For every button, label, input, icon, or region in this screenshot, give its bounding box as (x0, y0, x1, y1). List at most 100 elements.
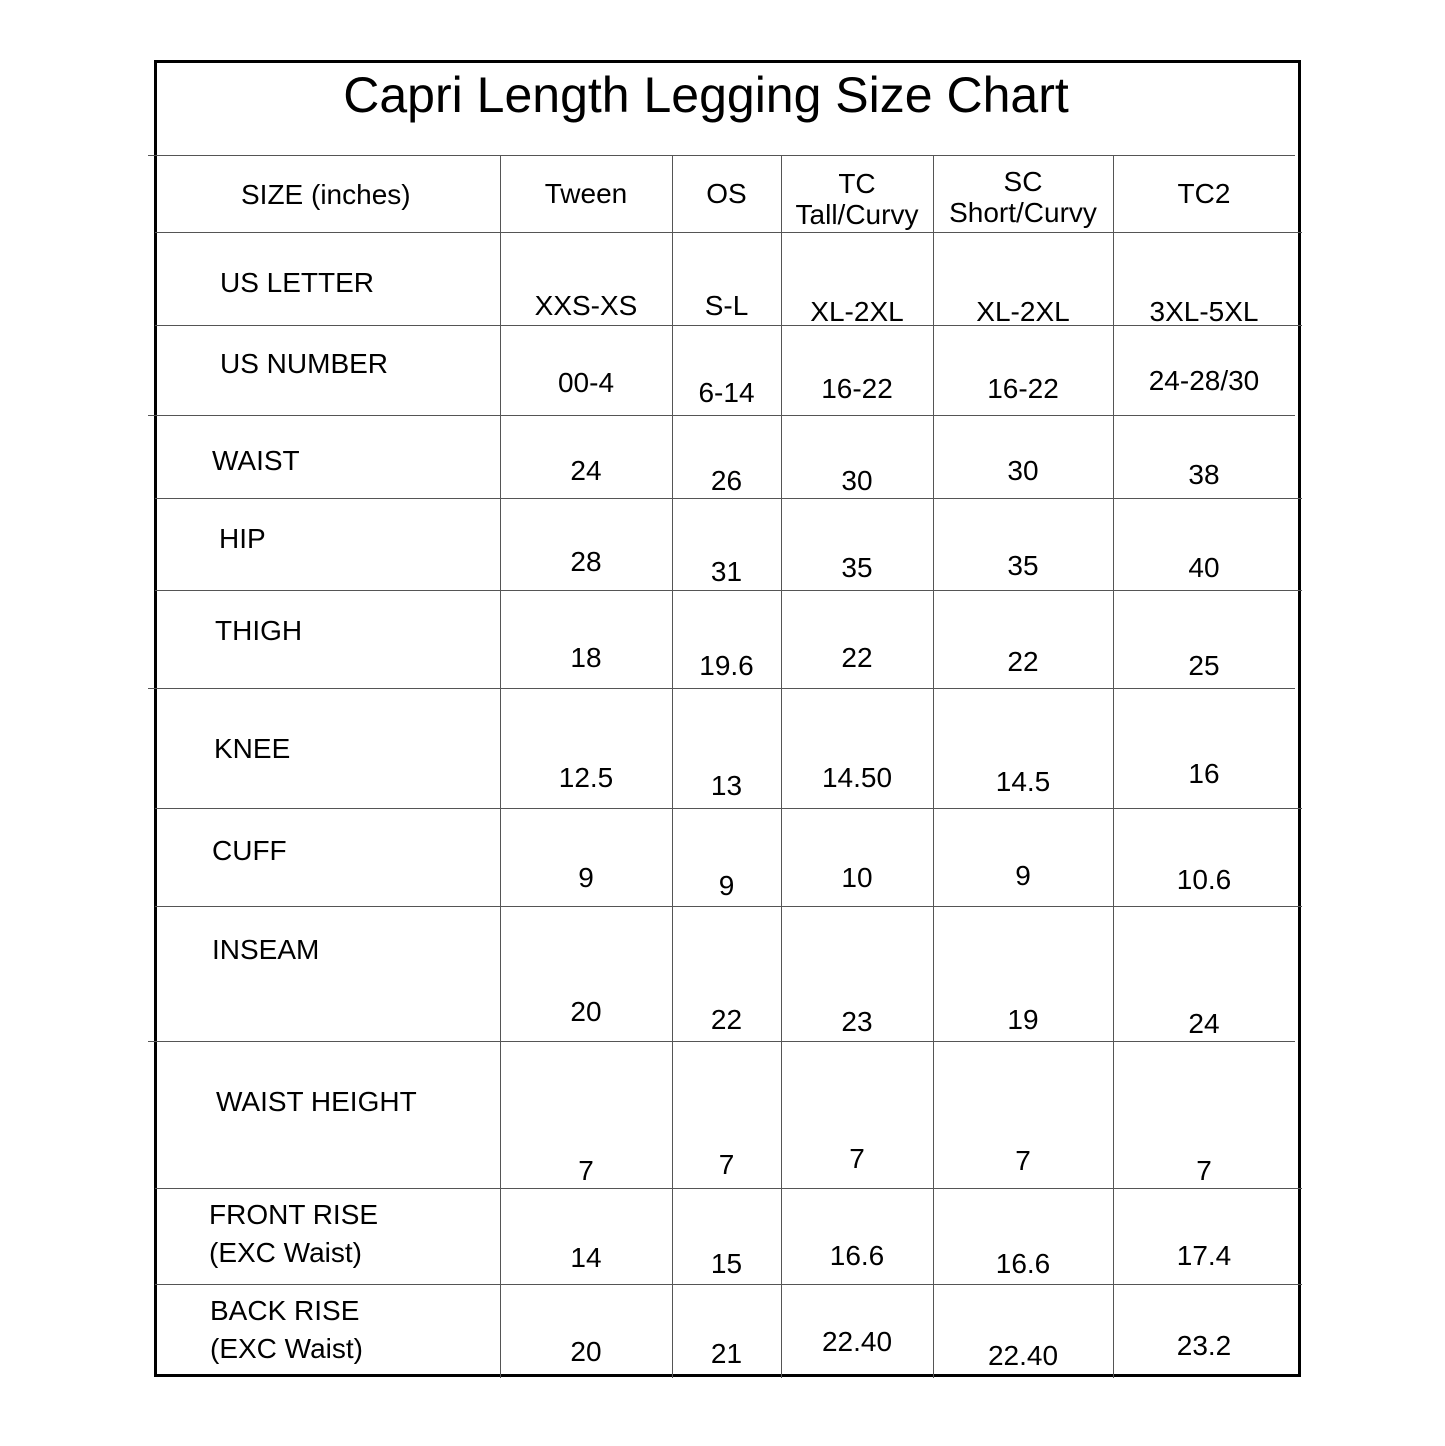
row-label: KNEE (214, 730, 290, 768)
table-cell: 30 (841, 465, 873, 496)
table-cell: XL-2XL (976, 296, 1070, 327)
row-divider (155, 325, 1302, 326)
column-header-line: OS (706, 178, 747, 209)
table-cell: XXS-XS (534, 290, 638, 321)
column-divider (1113, 155, 1114, 1378)
table-cell: 12.5 (558, 762, 614, 793)
row-label-line: US NUMBER (220, 348, 389, 379)
table-cell: 38 (1188, 459, 1220, 490)
table-cell: 14.50 (821, 762, 893, 793)
table-cell: 23 (841, 1006, 873, 1037)
table-cell: 00-4 (557, 367, 615, 398)
row-divider (155, 498, 1302, 499)
table-cell: 9 (578, 862, 594, 893)
row-label-line: INSEAM (212, 934, 320, 965)
row-label: US NUMBER (220, 345, 388, 383)
table-cell: 16 (1188, 758, 1220, 789)
table-cell: 30 (1007, 455, 1039, 486)
row-label: US LETTER (220, 264, 374, 302)
table-cell: 7 (578, 1155, 594, 1186)
table-cell: 24 (570, 455, 602, 486)
table-cell: 28 (570, 546, 602, 577)
column-divider (933, 155, 934, 1378)
column-header-line: TC (838, 168, 876, 199)
row-divider (155, 906, 1302, 907)
column-divider (500, 155, 501, 1378)
table-cell: 3XL-5XL (1149, 296, 1259, 327)
table-cell: 35 (1007, 550, 1039, 581)
row-divider (155, 1188, 1302, 1189)
table-cell: 7 (1196, 1155, 1212, 1186)
column-header-line: SC (1003, 166, 1043, 197)
column-header: TC Tall/Curvy (781, 168, 933, 230)
row-label-line: THIGH (215, 615, 303, 646)
table-cell: 20 (570, 996, 602, 1027)
row-divider (148, 415, 1295, 416)
table-cell: 17.4 (1176, 1240, 1232, 1271)
table-cell: 31 (710, 556, 743, 587)
row-label-line: WAIST HEIGHT (216, 1086, 417, 1117)
row-label-line: (EXC Waist) (210, 1333, 363, 1364)
table-cell: 16.6 (995, 1248, 1051, 1279)
table-cell: 16.6 (829, 1240, 885, 1271)
table-cell: 21 (710, 1338, 743, 1369)
table-cell: 25 (1188, 650, 1220, 681)
table-cell: 22 (1007, 646, 1039, 677)
row-label: THIGH (215, 612, 302, 650)
row-label: WAIST HEIGHT (216, 1083, 417, 1121)
table-cell: 9 (718, 870, 735, 901)
row-label-line: US LETTER (220, 267, 375, 298)
row-label: FRONT RISE (EXC Waist) (209, 1196, 378, 1272)
column-header: Tween (500, 178, 672, 209)
table-cell: 14 (570, 1242, 602, 1273)
table-cell: 35 (841, 552, 873, 583)
table-cell: 7 (849, 1143, 865, 1174)
table-cell: 22.40 (987, 1340, 1059, 1371)
row-label: WAIST (212, 442, 300, 480)
column-header: TC2 (1113, 178, 1295, 209)
row-divider (148, 688, 1295, 689)
row-label-line: WAIST (212, 445, 300, 476)
table-cell: 23.2 (1176, 1330, 1232, 1361)
page-title: Capri Length Legging Size Chart (343, 67, 1069, 123)
table-cell: 24 (1188, 1008, 1220, 1039)
row-label: HIP (219, 520, 266, 558)
column-header-line: Tween (544, 178, 628, 209)
row-divider (155, 1284, 1302, 1285)
row-divider (155, 808, 1302, 809)
column-header: OS (672, 178, 781, 209)
table-cell: 10 (841, 862, 873, 893)
row-label-line: CUFF (212, 835, 287, 866)
column-header-line: Short/Curvy (949, 197, 1097, 228)
size-chart-border (154, 60, 1301, 1377)
row-label-line: FRONT RISE (209, 1199, 379, 1230)
table-cell: S-L (704, 290, 749, 321)
column-divider (672, 155, 673, 1378)
table-cell: 19.6 (699, 650, 754, 681)
row-divider (155, 590, 1302, 591)
row-label-line: HIP (219, 523, 266, 554)
table-cell: 16-22 (987, 373, 1059, 404)
row-label: INSEAM (212, 931, 319, 969)
table-cell: 18 (570, 642, 602, 673)
table-cell: 26 (710, 465, 743, 496)
table-cell: 22 (710, 1004, 743, 1035)
row-divider (148, 1041, 1295, 1042)
row-label-line: KNEE (214, 733, 291, 764)
column-header-line: TC2 (1177, 178, 1231, 209)
table-cell: 22 (841, 642, 873, 673)
table-cell: 24-28/30 (1148, 365, 1260, 396)
table-cell: 6-14 (698, 377, 755, 408)
column-header-line: Tall/Curvy (795, 199, 919, 230)
table-cell: 40 (1188, 552, 1220, 583)
table-cell: 7 (718, 1149, 735, 1180)
column-header: SC Short/Curvy (933, 166, 1113, 228)
row-label: CUFF (212, 832, 287, 870)
row-label: BACK RISE (EXC Waist) (210, 1292, 363, 1368)
row-label-line: BACK RISE (210, 1295, 360, 1326)
table-cell: 19 (1007, 1004, 1039, 1035)
table-cell: 20 (570, 1336, 602, 1367)
table-cell: XL-2XL (810, 296, 904, 327)
column-divider (781, 155, 782, 1378)
table-cell: 16-22 (821, 373, 893, 404)
